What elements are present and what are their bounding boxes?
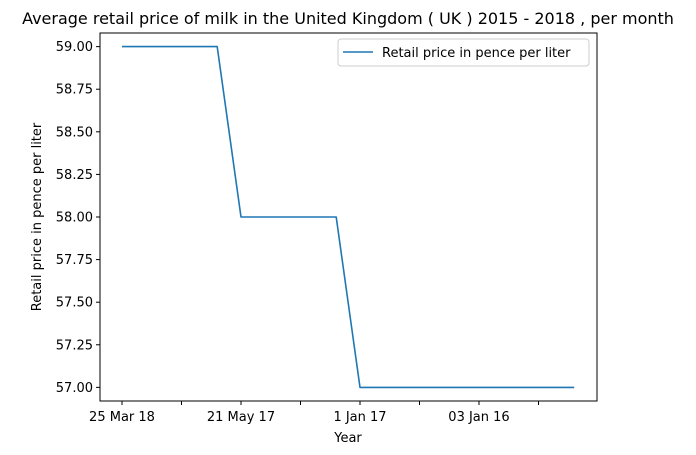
y-axis: 57.00 57.25 57.50 57.75 58.00 58.25 58.50 58.75… — [56, 40, 100, 396]
x-axis: 25 Mar 18 21 May 17 1 Jan 17 03 Jan 16 — [89, 401, 539, 425]
plot-frame — [99, 32, 598, 402]
y-tick-label: 57.25 — [56, 338, 93, 353]
y-tick-label: 57.00 — [56, 381, 93, 396]
x-axis-label: Year — [333, 431, 362, 446]
plot-area — [100, 33, 597, 401]
series-line — [122, 45, 575, 389]
y-tick-label: 58.75 — [56, 83, 93, 98]
legend-box — [337, 38, 590, 67]
y-tick-label: 57.50 — [56, 296, 93, 311]
legend-label: Retail price in pence per liter — [382, 46, 571, 61]
y-tick-label: 58.25 — [56, 168, 93, 183]
y-tick-label: 58.50 — [56, 125, 93, 140]
x-tick-label: 1 Jan 17 — [333, 410, 386, 425]
x-tick-label: 21 May 17 — [207, 410, 275, 425]
y-axis-label: Retail price in pence per liter — [30, 122, 45, 311]
chart-title: Average retail price of milk in the Unit… — [22, 9, 674, 28]
y-tick-label: 58.00 — [56, 211, 93, 226]
legend: Retail price in pence per liter — [337, 38, 590, 67]
y-tick-label: 57.75 — [56, 253, 93, 268]
x-tick-label: 03 Jan 16 — [448, 410, 509, 425]
series-layer — [121, 45, 575, 389]
x-tick-label: 25 Mar 18 — [89, 410, 155, 425]
y-tick-label: 59.00 — [56, 40, 93, 55]
